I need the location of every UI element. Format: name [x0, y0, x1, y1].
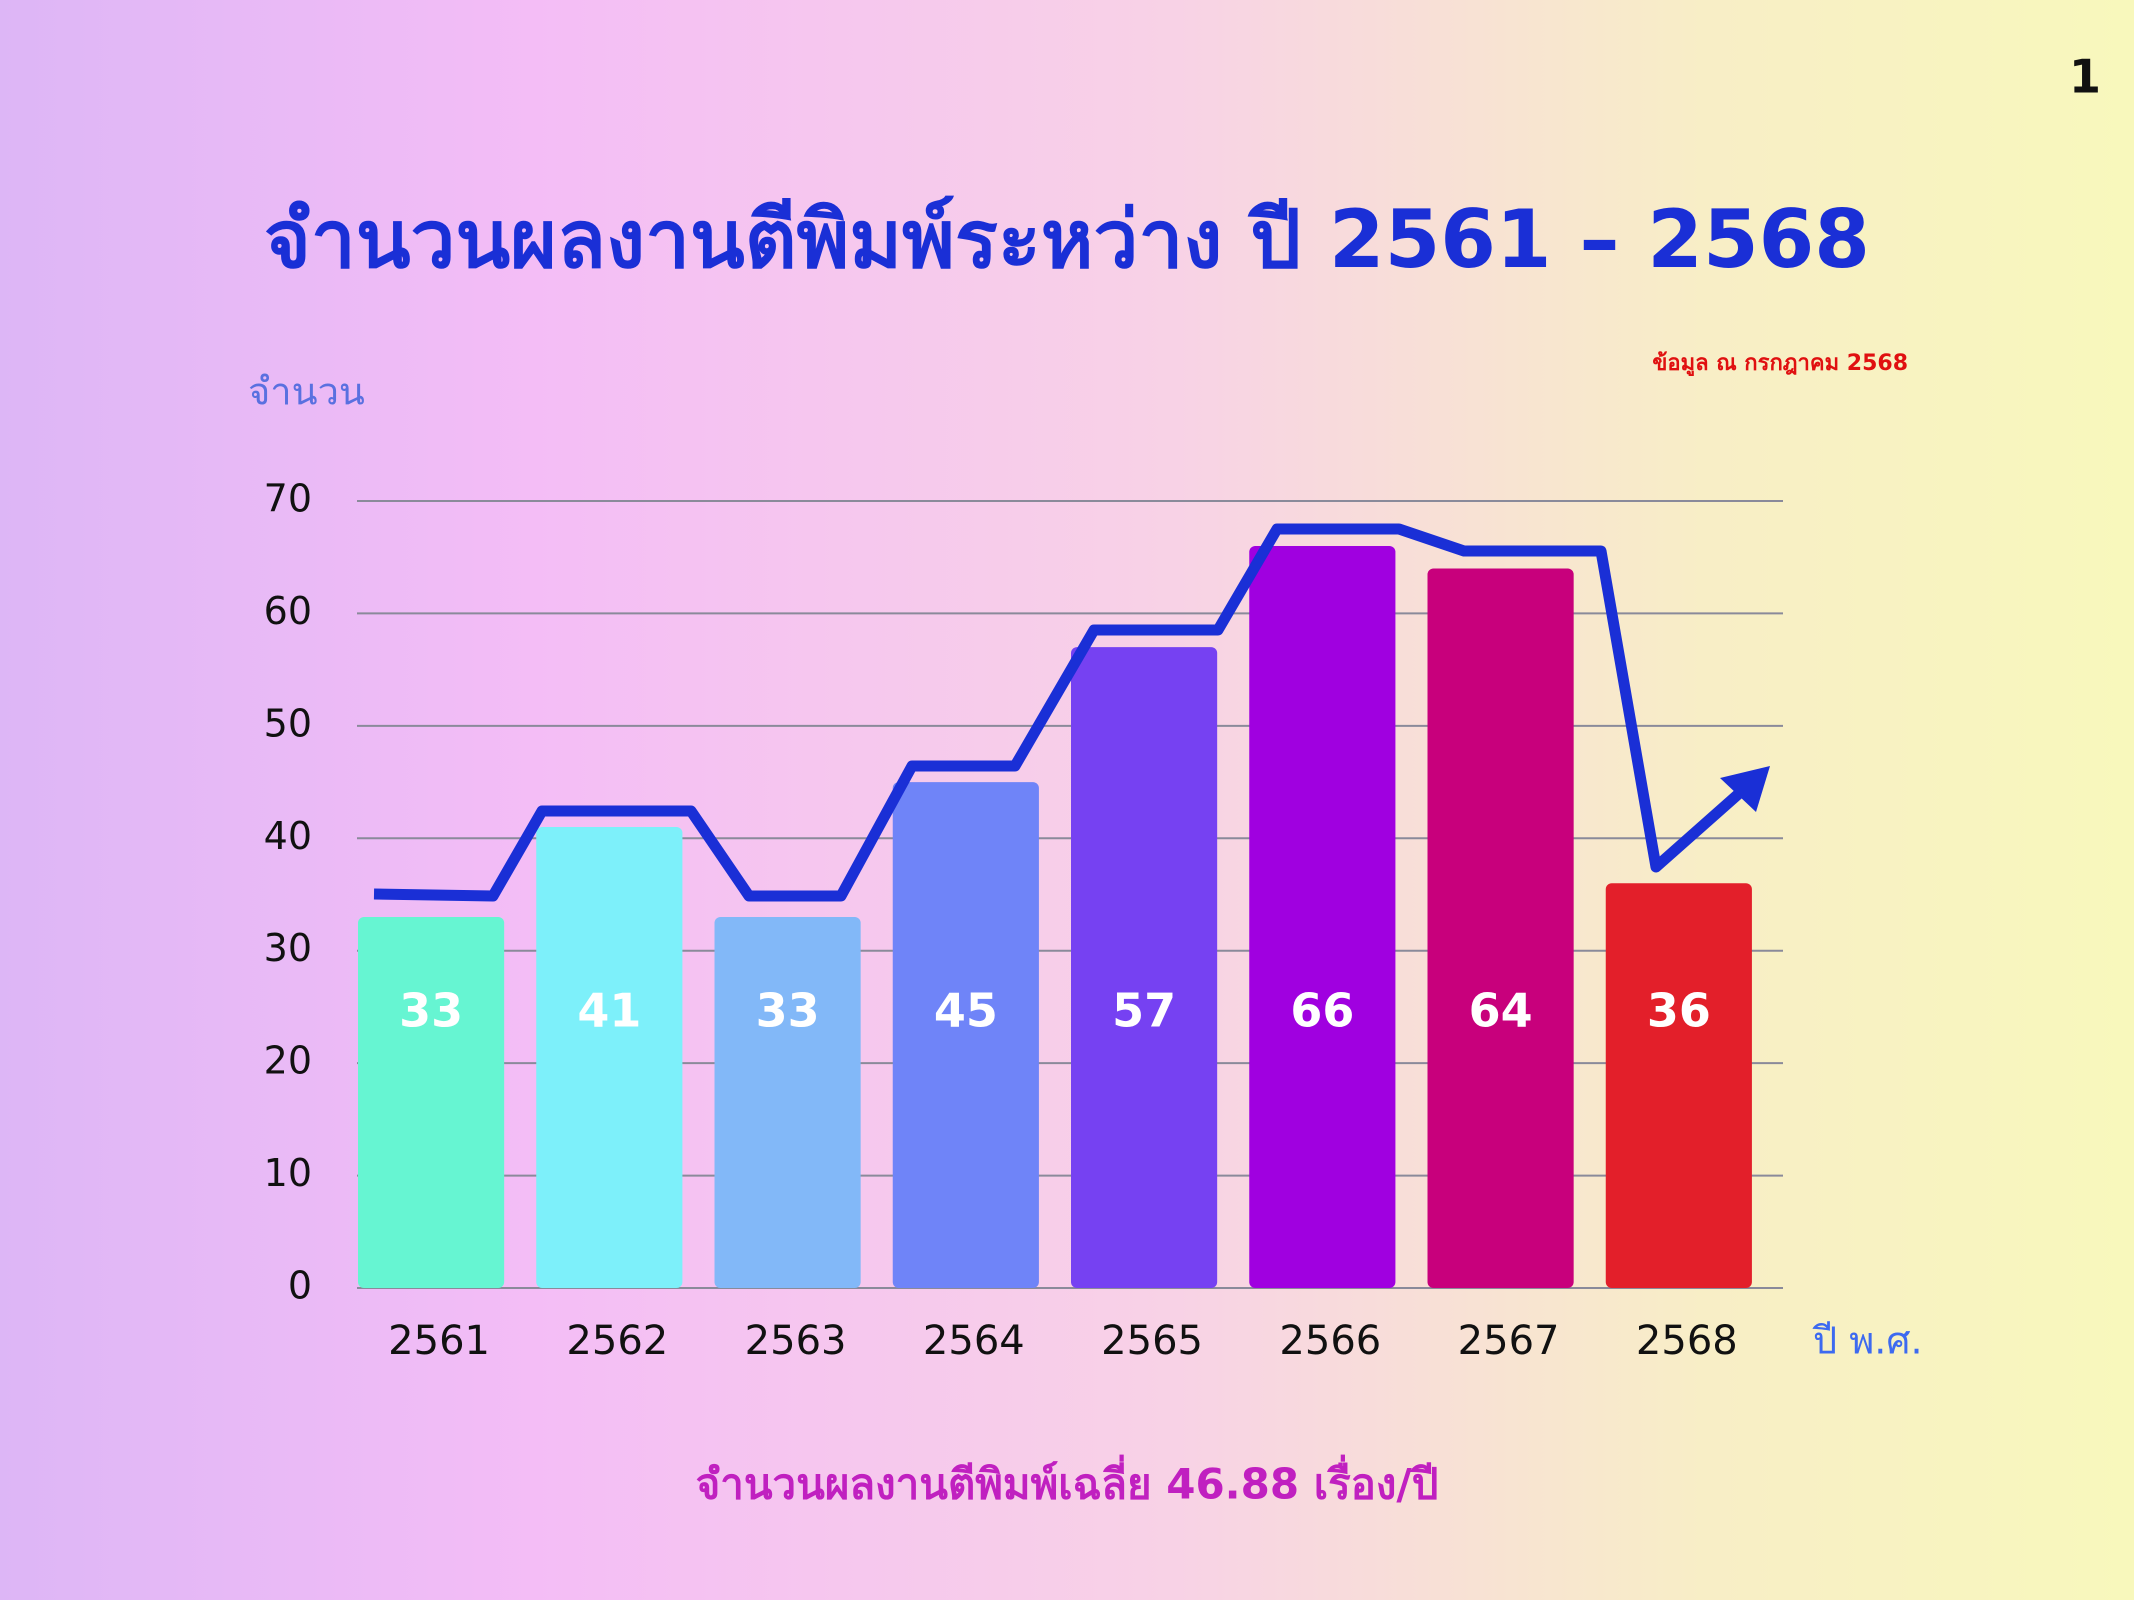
x-tick-label: 2561 [388, 1318, 490, 1364]
value-label: 64 [1469, 984, 1533, 1038]
value-label: 57 [1112, 984, 1176, 1038]
chart-title: จำนวนผลงานตีพิมพ์ระหว่าง ปี 2561 – 2568 [264, 193, 1870, 286]
y-tick-label: 10 [264, 1151, 312, 1195]
y-tick-label: 30 [264, 926, 312, 970]
note: ข้อมูล ณ กรกฎาคม 2568 [1652, 351, 1908, 377]
bar [358, 916, 505, 1288]
arrow-head [1720, 766, 1770, 812]
y-tick-label: 50 [264, 701, 312, 745]
bar [714, 916, 861, 1288]
x-tick-label: 2565 [1101, 1318, 1203, 1364]
x-tick-label: 2566 [1279, 1318, 1381, 1364]
bar [1071, 647, 1218, 1288]
x-tick-label: 2567 [1458, 1318, 1560, 1364]
x-tick-label: 2563 [745, 1318, 847, 1364]
x-tick-label: 2568 [1636, 1318, 1738, 1364]
x-axis-label: ปี พ.ศ. [1812, 1319, 1922, 1363]
value-label: 45 [934, 984, 998, 1038]
trend-line [373, 523, 1756, 902]
footer: จำนวนผลงานตีพิมพ์เฉลี่ย 46.88 เรื่อง/ปี [696, 1455, 1439, 1509]
y-tick-label: 20 [264, 1039, 312, 1083]
bar [1427, 568, 1574, 1288]
bar [536, 827, 683, 1288]
value-label: 36 [1647, 984, 1711, 1038]
y-tick-label: 70 [264, 477, 312, 521]
x-tick-label: 2564 [923, 1318, 1025, 1364]
page-number: 1 [2069, 50, 2101, 104]
bar [1249, 545, 1396, 1288]
trend-arrow [373, 523, 1770, 902]
bar [1605, 883, 1752, 1288]
value-label: 33 [399, 984, 463, 1038]
value-label: 41 [577, 984, 641, 1038]
value-label: 33 [756, 984, 820, 1038]
plot: 0 10 20 30 40 50 60 70 33 2561 41 2562 33 2563 45 2564 5… [264, 477, 1783, 1364]
y-axis-label: จำนวน [248, 370, 365, 414]
bar [892, 782, 1039, 1288]
y-tick-label: 40 [264, 814, 312, 858]
value-label: 66 [1290, 984, 1354, 1038]
x-tick-label: 2562 [566, 1318, 668, 1364]
y-tick-label: 0 [288, 1264, 312, 1308]
y-tick-label: 60 [264, 589, 312, 633]
